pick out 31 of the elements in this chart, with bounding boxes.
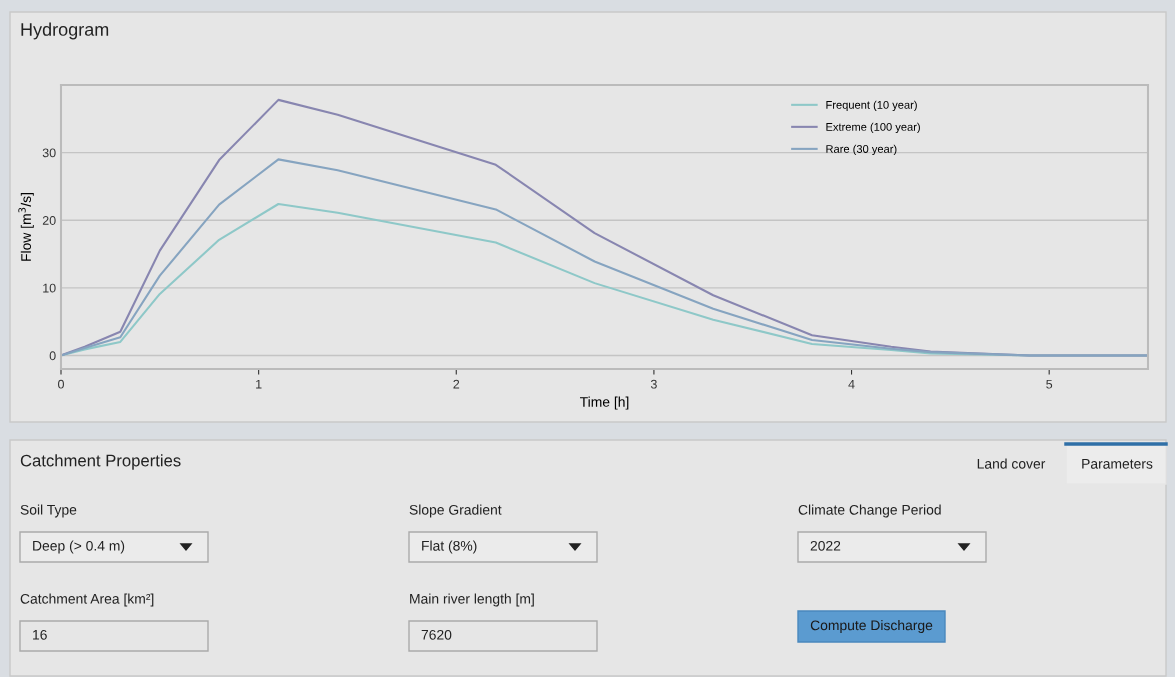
text: Compute Discharge: [810, 620, 933, 633]
y-tick-label: 10: [43, 283, 56, 293]
x-axis-title: Time [h]: [579, 396, 629, 410]
legend-label: Rare (30 year): [826, 144, 897, 156]
text: Land cover: [977, 458, 1046, 469]
text: 2022: [810, 540, 841, 551]
text: Catchment Area [km²]: [20, 593, 154, 607]
text: Deep (> 0.4 m): [33, 540, 125, 554]
x-tick-label: 0: [58, 379, 64, 389]
text: Flat (8%): [422, 540, 477, 554]
text: Climate Change Period: [798, 504, 941, 518]
y-tick-label: 0: [49, 351, 56, 361]
text: 7620: [421, 629, 452, 640]
x-tick-label: 5: [1046, 379, 1053, 389]
legend-label: Extreme (100 year): [826, 122, 920, 134]
line-series: [61, 158, 1148, 357]
y-tick-label: 20: [42, 216, 56, 225]
x-tick-label: 2: [453, 379, 460, 389]
text: Catchment Properties: [20, 454, 181, 470]
x-tick-label: 4: [848, 379, 855, 389]
y-axis-title: Flow [m$^{3}$/s]: [18, 193, 34, 261]
text: Main river length [m]: [410, 593, 534, 607]
text: Parameters: [1082, 459, 1153, 469]
y-tick-label: 30: [42, 148, 56, 158]
legend-label: Frequent (10 year): [826, 100, 917, 112]
chart-title: Hydrogram: [21, 22, 109, 40]
x-tick-label: 3: [650, 379, 657, 389]
text: Slope Gradient: [409, 504, 502, 518]
x-tick-label: 1: [256, 379, 262, 389]
text: 16: [33, 629, 47, 640]
text: Soil Type: [20, 504, 77, 518]
